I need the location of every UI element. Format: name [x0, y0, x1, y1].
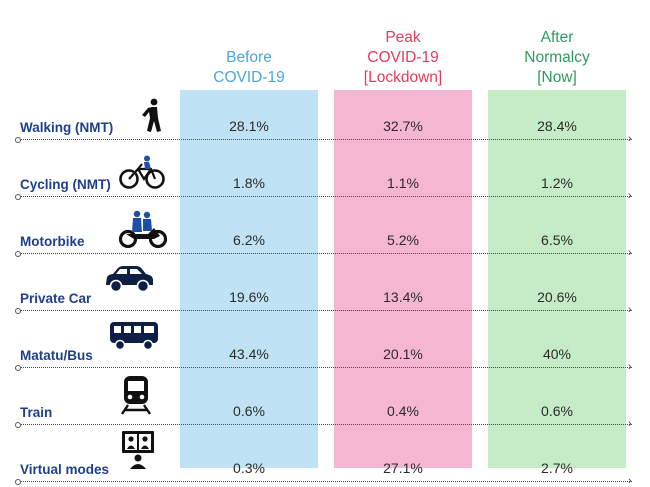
- value-cell: 43.4%: [229, 346, 269, 362]
- row-label-1: Walking (NMT): [20, 120, 114, 135]
- row-divider: [18, 424, 632, 425]
- column-header-line: Before: [226, 49, 272, 66]
- column-header-line: Normalcy: [524, 49, 590, 66]
- value-cell: 0.6%: [541, 403, 573, 419]
- row-start-marker: [15, 422, 21, 428]
- column-background-3: [488, 90, 626, 468]
- row-label-3: Motorbike: [20, 234, 85, 249]
- value-cell: 2.7%: [541, 460, 573, 476]
- row-start-marker: [15, 479, 21, 485]
- row-label-5: Matatu/Bus: [20, 348, 93, 363]
- value-cell: 27.1%: [383, 460, 423, 476]
- value-cell: 28.4%: [537, 118, 577, 134]
- motorbike-icon: [118, 210, 168, 253]
- row-arrow-icon: ›: [628, 418, 632, 430]
- row-divider: [18, 139, 632, 140]
- row-label-6: Train: [20, 405, 53, 420]
- column-header-line: After: [540, 29, 574, 46]
- value-cell: 28.1%: [229, 118, 269, 134]
- bus-icon: [108, 319, 160, 356]
- value-cell: 13.4%: [383, 289, 423, 305]
- row-divider: [18, 196, 632, 197]
- value-cell: 32.7%: [383, 118, 423, 134]
- column-header-line: Peak: [385, 29, 421, 46]
- row-divider: [18, 253, 632, 254]
- row-arrow-icon: ›: [628, 361, 632, 373]
- row-start-marker: [15, 251, 21, 257]
- value-cell: 1.8%: [233, 175, 265, 191]
- video-call-icon: [118, 430, 158, 475]
- value-cell: 0.6%: [233, 403, 265, 419]
- column-background-2: [334, 90, 472, 468]
- row-arrow-icon: ›: [628, 190, 632, 202]
- value-cell: 19.6%: [229, 289, 269, 305]
- row-start-marker: [15, 308, 21, 314]
- row-label-7: Virtual modes: [20, 462, 110, 477]
- value-cell: 1.1%: [387, 175, 419, 191]
- car-icon: [103, 263, 155, 298]
- row-label-4: Private Car: [20, 291, 92, 306]
- row-arrow-icon: ›: [628, 247, 632, 259]
- row-divider: [18, 481, 632, 482]
- column-header-2: Peak COVID-19 [Lockdown]: [328, 28, 478, 88]
- row-arrow-icon: ›: [628, 133, 632, 145]
- value-cell: 1.2%: [541, 175, 573, 191]
- value-cell: 0.3%: [233, 460, 265, 476]
- row-start-marker: [15, 365, 21, 371]
- row-arrow-icon: ›: [628, 475, 632, 487]
- column-header-line: COVID-19: [213, 69, 285, 86]
- column-header-line: [Lockdown]: [363, 69, 443, 86]
- column-header-line: COVID-19: [367, 49, 439, 66]
- value-cell: 0.4%: [387, 403, 419, 419]
- column-header-line: [Now]: [537, 69, 577, 86]
- bicycle-icon: [118, 155, 166, 194]
- row-divider: [18, 367, 632, 368]
- value-cell: 5.2%: [387, 232, 419, 248]
- row-divider: [18, 310, 632, 311]
- column-background-1: [180, 90, 318, 468]
- column-header-3: After Normalcy [Now]: [482, 28, 632, 88]
- value-cell: 20.1%: [383, 346, 423, 362]
- value-cell: 6.5%: [541, 232, 573, 248]
- row-start-marker: [15, 194, 21, 200]
- column-header-1: Before COVID-19: [174, 48, 324, 88]
- value-cell: 20.6%: [537, 289, 577, 305]
- value-cell: 40%: [542, 346, 572, 362]
- row-start-marker: [15, 137, 21, 143]
- train-icon: [119, 375, 153, 420]
- value-cell: 6.2%: [233, 232, 265, 248]
- walking-person-icon: [140, 98, 166, 139]
- row-arrow-icon: ›: [628, 304, 632, 316]
- row-label-2: Cycling (NMT): [20, 177, 111, 192]
